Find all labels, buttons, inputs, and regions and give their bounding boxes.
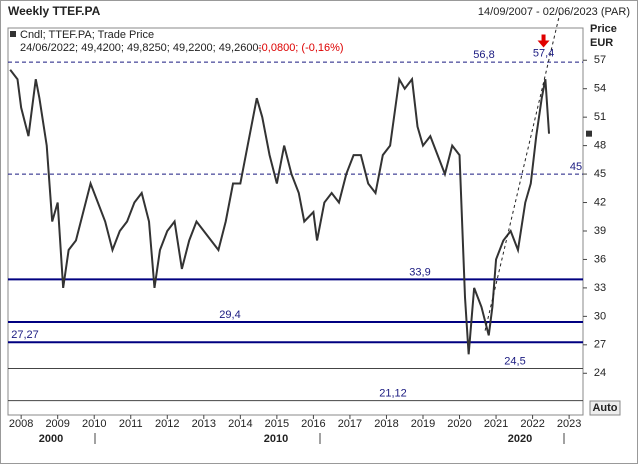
current-price-marker [586, 130, 592, 137]
y-tick-label: 27 [594, 339, 606, 351]
level-label: 24,5 [504, 355, 525, 367]
price-line [9, 69, 551, 355]
y-tick-label: 30 [594, 310, 606, 322]
level-label: 27,27 [11, 329, 39, 341]
legend-name: Cndl; TTEF.PA; Trade Price [20, 29, 154, 41]
x-tick-label: 2015 [265, 418, 289, 430]
y-tick-label: 51 [594, 111, 606, 123]
y-tick-label: 24 [594, 367, 606, 379]
level-label: 29,4 [219, 309, 240, 321]
y-unit: EUR [590, 37, 613, 49]
level-label: 21,12 [379, 387, 407, 399]
y-tick-label: 45 [594, 168, 606, 180]
x-tick-label: 2011 [119, 418, 143, 430]
y-label: Price [590, 23, 617, 35]
x-tick-label: 2012 [155, 418, 179, 430]
decade-label: 2000 [39, 433, 63, 445]
y-tick-label: 39 [594, 225, 606, 237]
x-tick-label: 2013 [192, 418, 216, 430]
x-tick-label: 2009 [45, 418, 69, 430]
auto-button[interactable] [589, 400, 621, 416]
y-tick-label: 42 [594, 196, 606, 208]
decade-label: 2010 [264, 433, 288, 445]
y-tick-label: 54 [594, 83, 606, 95]
auto-button-label[interactable]: Auto [592, 402, 617, 414]
arrow-label: 57,4 [533, 47, 554, 59]
chart-title: Weekly TTEF.PA [8, 4, 101, 18]
subtitle: 14/09/2007 - 02/06/2023 (PAR) [478, 6, 630, 18]
x-tick-label: 2016 [301, 418, 325, 430]
level-label: 33,9 [409, 266, 430, 278]
x-tick-label: 2022 [520, 418, 544, 430]
x-tick-label: 2018 [374, 418, 398, 430]
x-tick-label: 2010 [82, 418, 106, 430]
x-tick-label: 2021 [484, 418, 508, 430]
x-tick-label: 2014 [228, 418, 252, 430]
legend-values: 24/06/2022; 49,4200; 49,8250; 49,2200; 4… [20, 42, 262, 54]
y-tick-label: 33 [594, 282, 606, 294]
decade-label: 2020 [508, 433, 532, 445]
legend-change: -0,0800; (-0,16%) [258, 42, 344, 54]
legend-swatch [10, 31, 16, 37]
level-label: 45 [570, 161, 582, 173]
y-tick-label: 48 [594, 140, 606, 152]
x-tick-label: 2023 [557, 418, 581, 430]
y-tick-label: 57 [594, 54, 606, 66]
x-tick-label: 2017 [338, 418, 362, 430]
trendline [484, 12, 561, 331]
x-tick-label: 2019 [411, 418, 435, 430]
level-label: 56,8 [473, 49, 494, 61]
x-tick-label: 2020 [447, 418, 471, 430]
plot-layer: 24 27 30 33 36 39 42 45 48 51 54 57 2008 2009 2010 2011… [8, 12, 606, 445]
plot-area [7, 27, 584, 416]
arrow [537, 34, 550, 48]
y-tick-label: 36 [594, 253, 606, 265]
x-tick-label: 2008 [9, 418, 33, 430]
